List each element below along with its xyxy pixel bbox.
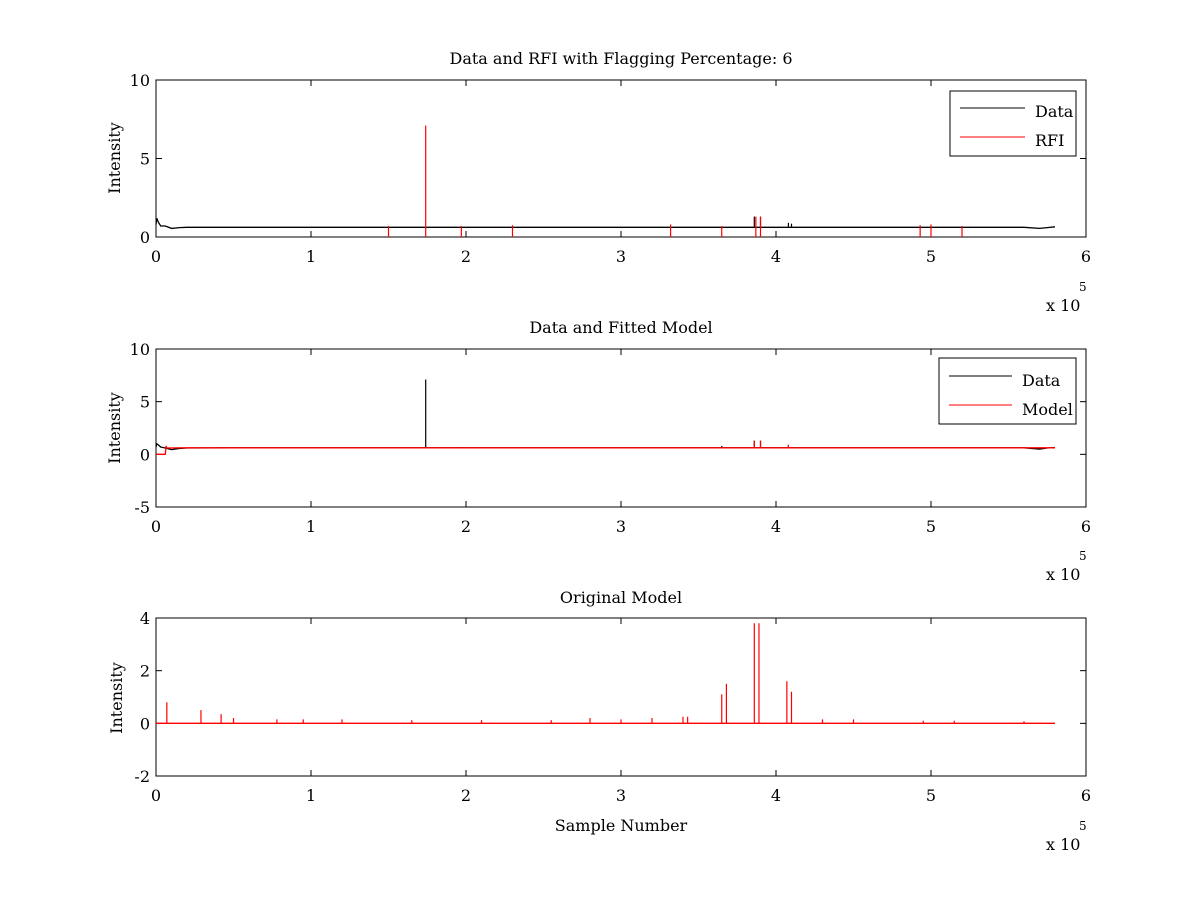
subplot-model-title: Data and Fitted Model <box>529 318 712 337</box>
subplot-rfi-plotarea <box>155 125 1056 237</box>
legend-box <box>949 90 1077 157</box>
x-tick-label: 6 <box>1081 517 1091 536</box>
subplot-rfi-x-multiplier: x 10 <box>1046 296 1080 315</box>
legend-box <box>938 357 1077 425</box>
subplot-model-ylabel: Intensity <box>105 392 124 464</box>
y-tick-label: -2 <box>134 767 150 786</box>
y-tick-label: 2 <box>140 662 150 681</box>
x-tick-label: 0 <box>151 247 161 266</box>
subplot-model-legend: Data Model <box>938 357 1077 425</box>
legend-label-data: Data <box>1035 102 1074 121</box>
x-tick-label: 6 <box>1081 786 1091 805</box>
y-tick-label: 0 <box>140 714 150 733</box>
x-tick-label: 6 <box>1081 247 1091 266</box>
x-tick-label: 1 <box>306 247 316 266</box>
series-line-data <box>155 217 1056 230</box>
subplot-model-x-exponent: 5 <box>1079 549 1087 563</box>
subplot-rfi-title: Data and RFI with Flagging Percentage: 6 <box>449 49 792 68</box>
legend-label-data: Data <box>1022 371 1061 390</box>
y-tick-label: 5 <box>140 150 150 169</box>
y-tick-label: 10 <box>130 71 150 90</box>
subplot-rfi-x-exponent: 5 <box>1079 280 1087 294</box>
subplot-rfi-ticks: 0 1 2 3 4 5 6 0 5 10 <box>130 71 1091 266</box>
x-tick-label: 2 <box>461 786 471 805</box>
subplot-original-x-multiplier: x 10 <box>1046 835 1080 854</box>
y-tick-label: 4 <box>140 609 150 628</box>
subplot-model: Data and Fitted Model Intensity 0 1 2 3 4 5 6 -… <box>105 318 1091 584</box>
y-tick-label: 10 <box>130 340 150 359</box>
y-tick-label: 0 <box>140 228 150 247</box>
x-tick-label: 4 <box>771 517 781 536</box>
subplot-rfi-ylabel: Intensity <box>105 122 124 194</box>
x-tick-label: 5 <box>926 517 936 536</box>
x-tick-label: 5 <box>926 786 936 805</box>
x-tick-label: 0 <box>151 517 161 536</box>
legend-label-model: Model <box>1022 400 1073 419</box>
x-tick-label: 2 <box>461 517 471 536</box>
x-tick-label: 3 <box>616 786 626 805</box>
x-tick-label: 2 <box>461 247 471 266</box>
y-tick-label: 0 <box>140 445 150 464</box>
y-tick-label: 5 <box>140 393 150 412</box>
x-tick-label: 3 <box>616 247 626 266</box>
x-tick-label: 5 <box>926 247 936 266</box>
subplot-rfi: Data and RFI with Flagging Percentage: 6… <box>105 49 1091 315</box>
subplot-original-title: Original Model <box>560 588 682 607</box>
x-tick-label: 4 <box>771 786 781 805</box>
subplot-original-x-exponent: 5 <box>1079 819 1087 833</box>
subplot-model-plotarea <box>155 379 1056 455</box>
x-tick-label: 4 <box>771 247 781 266</box>
x-tick-label: 3 <box>616 517 626 536</box>
x-tick-label: 0 <box>151 786 161 805</box>
legend-label-rfi: RFI <box>1035 131 1064 150</box>
x-tick-label: 1 <box>306 786 316 805</box>
subplot-model-x-multiplier: x 10 <box>1046 565 1080 584</box>
subplot-original-ylabel: Intensity <box>107 662 126 734</box>
subplot-original-xlabel: Sample Number <box>555 816 688 835</box>
subplot-original-plotarea <box>156 623 1055 724</box>
subplot-rfi-legend: Data RFI <box>949 90 1077 157</box>
series-line-model <box>156 445 1055 455</box>
x-tick-label: 1 <box>306 517 316 536</box>
y-tick-label: -5 <box>134 498 150 517</box>
